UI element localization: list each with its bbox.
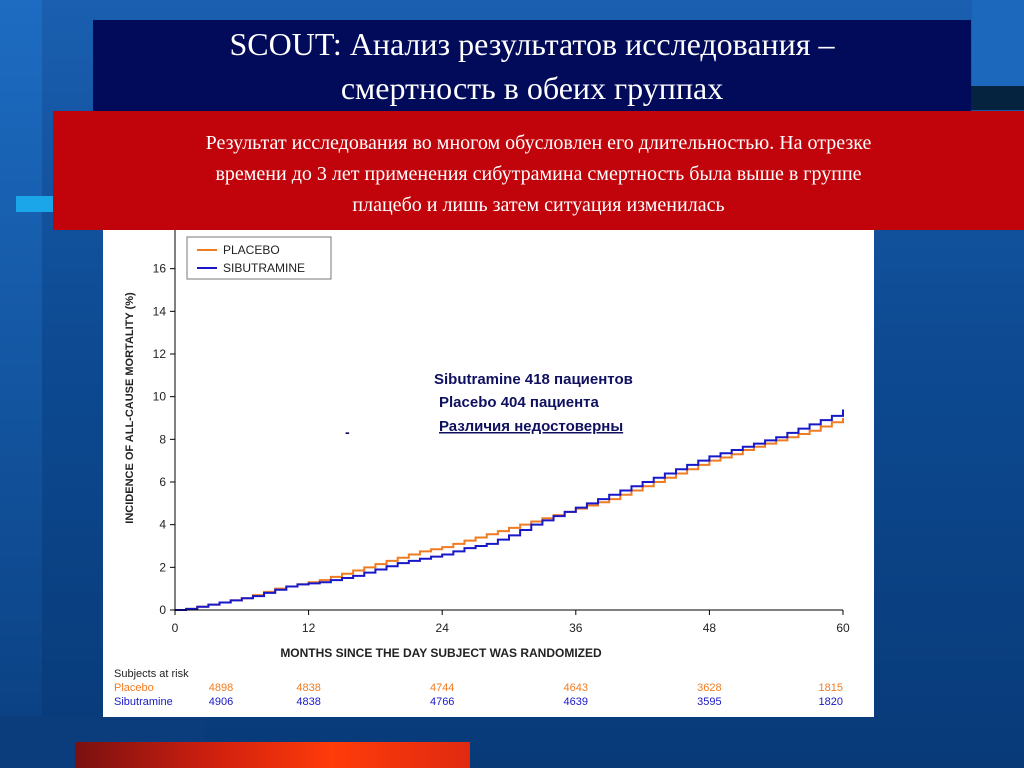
risk-value-placebo: 4898	[209, 682, 233, 694]
note-line: плацебо и лишь затем ситуация изменилась	[352, 194, 725, 216]
x-tick-label: 48	[703, 621, 717, 635]
risk-value-sibutramine: 4838	[296, 696, 320, 708]
chart-panel: 02468101214161801224364860MONTHS SINCE T…	[103, 215, 874, 717]
risk-row-label-sibutramine: Sibutramine	[114, 696, 173, 708]
risk-value-placebo: 1815	[819, 682, 843, 694]
y-tick-label: 10	[153, 390, 167, 404]
risk-value-placebo: 4643	[564, 682, 588, 694]
y-axis-title: INCIDENCE OF ALL-CAUSE MORTALITY (%)	[124, 292, 136, 524]
series-line-sibutramine	[175, 409, 844, 611]
y-tick-label: 6	[159, 475, 166, 489]
decor-top-right-block	[972, 0, 1024, 90]
y-tick-label: 14	[153, 304, 167, 318]
risk-value-sibutramine: 4639	[564, 696, 588, 708]
note-line: времени до 3 лет применения сибутрамина …	[215, 163, 862, 185]
x-tick-label: 24	[436, 621, 450, 635]
legend-label-sibutramine: SIBUTRAMINE	[223, 261, 305, 275]
risk-value-placebo: 4838	[296, 682, 320, 694]
risk-value-placebo: 3628	[697, 682, 721, 694]
y-tick-label: 12	[153, 347, 167, 361]
risk-value-placebo: 4744	[430, 682, 454, 694]
risk-value-sibutramine: 3595	[697, 696, 721, 708]
x-tick-label: 60	[836, 621, 850, 635]
x-tick-label: 12	[302, 621, 316, 635]
legend-label-placebo: PLACEBO	[223, 243, 280, 257]
annotation-line: Различия недостоверны	[439, 418, 623, 435]
risk-value-sibutramine: 4766	[430, 696, 454, 708]
stray-mark: -	[345, 424, 350, 440]
x-axis-title: MONTHS SINCE THE DAY SUBJECT WAS RANDOMI…	[280, 646, 602, 660]
risk-value-sibutramine: 1820	[819, 696, 843, 708]
y-tick-label: 2	[159, 560, 166, 574]
decor-left-band	[0, 0, 42, 768]
note-banner: Результат исследования во многом обуслов…	[53, 111, 1024, 230]
risk-table-header: Subjects at risk	[114, 668, 189, 680]
slide-title-line: SCOUT: Анализ результатов исследования –	[229, 26, 835, 62]
y-tick-label: 16	[153, 262, 167, 276]
risk-value-sibutramine: 4906	[209, 696, 233, 708]
x-tick-label: 0	[172, 621, 179, 635]
annotation-line: Placebo 404 пациента	[439, 394, 599, 411]
y-tick-label: 4	[159, 518, 166, 532]
y-tick-label: 0	[159, 603, 166, 617]
slide-title: SCOUT: Анализ результатов исследования –…	[93, 20, 971, 112]
note-line: Результат исследования во многом обуслов…	[205, 132, 872, 154]
risk-row-label-placebo: Placebo	[114, 682, 154, 694]
legend-box	[186, 236, 332, 280]
decor-bottom-red-bar	[75, 742, 470, 768]
x-tick-label: 36	[569, 621, 583, 635]
slide-title-line: смертность в обеих группах	[340, 70, 724, 106]
annotation-line: Sibutramine 418 пациентов	[434, 371, 633, 388]
mortality-chart: 02468101214161801224364860MONTHS SINCE T…	[114, 218, 850, 708]
decor-cyan-left-block	[16, 196, 56, 212]
y-tick-label: 8	[159, 432, 166, 446]
